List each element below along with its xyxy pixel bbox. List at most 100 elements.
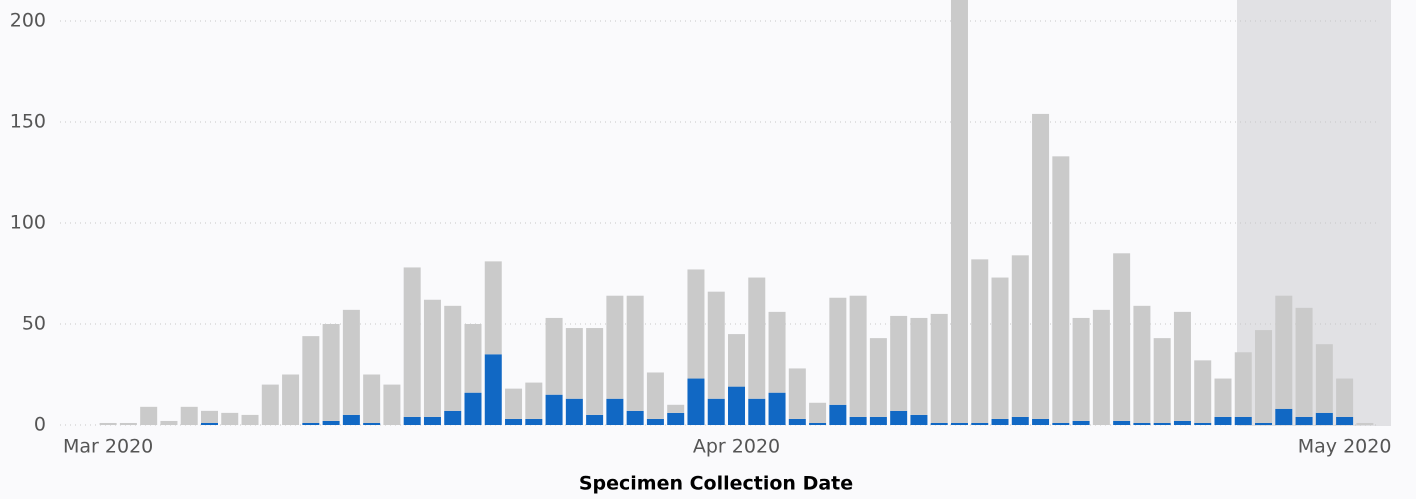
bar-segment bbox=[1275, 295, 1293, 409]
bar-segment bbox=[99, 422, 117, 425]
bar-segment bbox=[464, 324, 482, 393]
y-tick-label: 150 bbox=[10, 111, 46, 133]
bar-segment bbox=[687, 269, 705, 379]
bar-segment bbox=[1072, 420, 1090, 425]
bar-segment bbox=[363, 374, 381, 423]
bar-segment bbox=[342, 309, 360, 415]
bar-segment bbox=[505, 418, 523, 425]
bar-segment bbox=[991, 418, 1009, 425]
bar-segment bbox=[707, 291, 725, 399]
bar-segment bbox=[221, 412, 239, 425]
bar-segment bbox=[728, 386, 746, 425]
bar-segment bbox=[484, 354, 502, 425]
x-tick-label: Apr 2020 bbox=[693, 436, 780, 458]
bar-segment bbox=[849, 295, 867, 417]
bar-segment bbox=[1336, 378, 1354, 417]
bar-segment bbox=[829, 297, 847, 405]
bar-segment bbox=[140, 406, 158, 425]
bar-segment bbox=[342, 414, 360, 425]
bar-segment bbox=[525, 418, 543, 425]
bar-segment bbox=[180, 406, 198, 425]
bar-segment bbox=[788, 368, 806, 419]
bar-segment bbox=[1011, 255, 1029, 417]
bar-segment bbox=[971, 422, 989, 425]
bar-segment bbox=[505, 388, 523, 419]
bar-segment bbox=[1153, 338, 1171, 423]
bars bbox=[99, 0, 1374, 425]
bar-segment bbox=[626, 295, 644, 411]
bar-segment bbox=[748, 398, 766, 425]
bar-segment bbox=[302, 422, 320, 425]
bar-segment bbox=[1295, 307, 1313, 417]
bar-segment bbox=[971, 259, 989, 423]
bar-segment bbox=[1194, 360, 1212, 423]
bar-segment bbox=[1032, 418, 1050, 425]
bar-segment bbox=[363, 422, 381, 425]
bar-segment bbox=[809, 402, 827, 423]
bar-segment bbox=[586, 328, 604, 415]
bar-segment bbox=[241, 414, 259, 425]
bar-segment bbox=[1214, 416, 1232, 425]
bar-segment bbox=[910, 414, 928, 425]
bar-segment bbox=[1113, 253, 1131, 421]
bar-segment bbox=[1011, 416, 1029, 425]
bar-segment bbox=[1295, 416, 1313, 425]
bar-segment bbox=[606, 398, 624, 425]
bar-segment bbox=[950, 422, 968, 425]
bar-segment bbox=[788, 418, 806, 425]
bar-segment bbox=[464, 392, 482, 425]
x-axis-title: Specimen Collection Date bbox=[579, 473, 853, 495]
bar-segment bbox=[1315, 344, 1333, 413]
bar-segment bbox=[1133, 305, 1151, 423]
bar-segment bbox=[869, 416, 887, 425]
bar-segment bbox=[910, 317, 928, 415]
bar-segment bbox=[1255, 422, 1273, 425]
bar-segment bbox=[119, 422, 137, 425]
bar-segment bbox=[444, 305, 462, 411]
bar-segment bbox=[1133, 422, 1151, 425]
bar-segment bbox=[565, 328, 583, 399]
bar-segment bbox=[200, 422, 218, 425]
bar-segment bbox=[1194, 422, 1212, 425]
bar-segment bbox=[423, 416, 441, 425]
y-tick-label: 0 bbox=[34, 414, 46, 436]
bar-segment bbox=[545, 394, 563, 425]
bar-segment bbox=[890, 315, 908, 411]
bar-segment bbox=[1052, 422, 1070, 425]
bar-segment bbox=[890, 410, 908, 425]
bar-segment bbox=[1356, 422, 1374, 425]
bar-segment bbox=[1173, 420, 1191, 425]
x-tick-label: May 2020 bbox=[1298, 436, 1392, 458]
bar-segment bbox=[809, 422, 827, 425]
bar-segment bbox=[403, 267, 421, 417]
bar-segment bbox=[1336, 416, 1354, 425]
bar-segment bbox=[707, 398, 725, 425]
bar-segment bbox=[1113, 420, 1131, 425]
bar-segment bbox=[1032, 113, 1050, 419]
bar-segment bbox=[768, 392, 786, 425]
bar-segment bbox=[1153, 422, 1171, 425]
bar-segment bbox=[646, 372, 664, 419]
bar-segment bbox=[383, 384, 401, 425]
bar-segment bbox=[484, 261, 502, 355]
bar-segment bbox=[261, 384, 279, 425]
bar-segment bbox=[1092, 309, 1110, 425]
bar-segment bbox=[869, 338, 887, 417]
bar-segment bbox=[950, 0, 968, 423]
bar-segment bbox=[586, 414, 604, 425]
bar-segment bbox=[160, 420, 178, 425]
bar-segment bbox=[565, 398, 583, 425]
bar-segment bbox=[829, 404, 847, 425]
bar-segment bbox=[687, 378, 705, 425]
bar-segment bbox=[626, 410, 644, 425]
bar-segment bbox=[1234, 416, 1252, 425]
bar-segment bbox=[667, 404, 685, 413]
bar-segment bbox=[930, 422, 948, 425]
bar-segment bbox=[1173, 311, 1191, 421]
bar-segment bbox=[1072, 317, 1090, 421]
bar-segment bbox=[282, 374, 300, 425]
y-tick-label: 50 bbox=[22, 313, 46, 335]
bar-segment bbox=[444, 410, 462, 425]
bar-segment bbox=[1052, 156, 1070, 423]
